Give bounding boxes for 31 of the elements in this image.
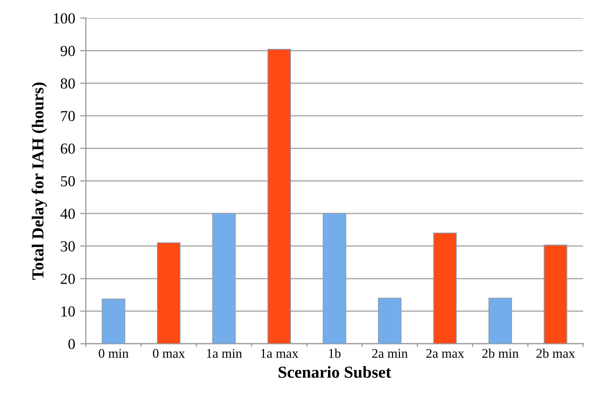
- x-tick-label: 0 min: [98, 348, 128, 358]
- bar: [378, 298, 402, 344]
- y-axis-title: Total Delay for IAH (hours): [32, 82, 47, 280]
- bar: [156, 242, 180, 344]
- x-tick-label: 2b min: [482, 348, 519, 358]
- bar: [544, 244, 568, 344]
- x-tick-label: 1b: [329, 348, 341, 358]
- x-tick-label: 2a min: [372, 348, 408, 358]
- x-tick-label: 0 max: [152, 348, 185, 358]
- bar: [322, 213, 346, 344]
- y-tick-label: 10: [61, 306, 75, 317]
- y-tick-label: 30: [60, 241, 75, 252]
- y-tick-label: 20: [60, 274, 75, 284]
- y-tick-label: 100: [54, 13, 75, 24]
- bar: [267, 48, 291, 344]
- bar: [433, 232, 457, 344]
- y-tick-label: 50: [61, 176, 75, 186]
- x-tick-label: 1a max: [261, 349, 298, 358]
- x-axis-title: Scenario Subset: [278, 366, 392, 378]
- bar: [102, 298, 126, 344]
- y-tick-label: 40: [60, 208, 75, 219]
- y-tick-label: 90: [60, 46, 75, 56]
- y-tick-label: 60: [60, 143, 75, 154]
- x-tick-label: 2a max: [426, 348, 464, 358]
- y-tick-label: 0: [68, 338, 75, 350]
- bar: [212, 213, 236, 344]
- bar: [488, 298, 512, 344]
- x-tick-label: 1a min: [206, 348, 242, 358]
- y-tick-label: 80: [60, 78, 75, 89]
- x-tick-label: 2b max: [536, 348, 575, 358]
- y-tick-label: 70: [61, 110, 75, 122]
